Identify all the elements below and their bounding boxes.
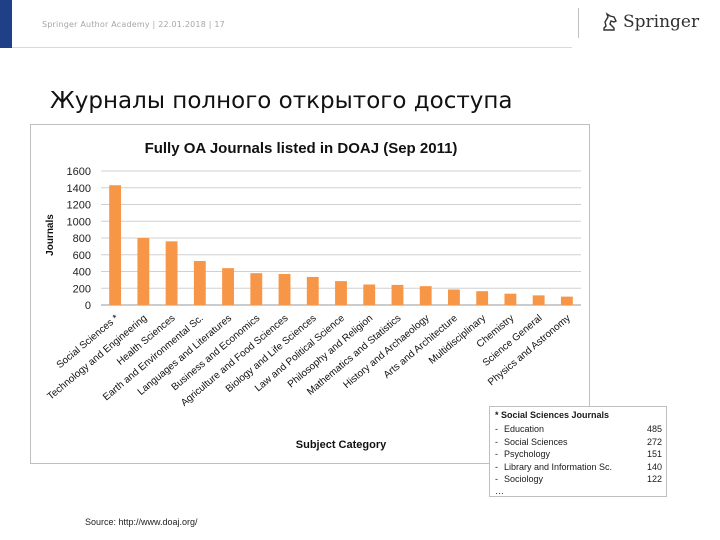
bar xyxy=(335,281,347,305)
legend-item-value: 122 xyxy=(646,474,662,484)
logo-divider xyxy=(578,8,579,38)
y-tick-label: 400 xyxy=(73,267,91,279)
legend-item: - Psychology 151 xyxy=(495,448,662,461)
x-tick-labels: Social Sciences *Technology and Engineer… xyxy=(46,313,573,409)
header-divider xyxy=(12,47,572,48)
bar xyxy=(532,295,545,305)
chart-frame: 0 200 400 600 800 1000 1200 1400 1600 Social Sci… xyxy=(30,124,590,464)
bar xyxy=(306,276,319,305)
bar xyxy=(504,293,517,305)
legend-item-label: - Education xyxy=(495,424,545,434)
bar xyxy=(250,273,263,305)
bar xyxy=(560,296,573,305)
chess-knight-icon xyxy=(603,12,617,31)
y-tick-label: 1400 xyxy=(67,183,91,195)
legend-list: - Education 485- Social Sciences 272- Psychol… xyxy=(495,423,662,486)
legend-more: … xyxy=(495,485,504,496)
bar xyxy=(193,261,206,305)
legend-item: - Library and Information Sc. 140 xyxy=(495,461,662,474)
y-tick-labels: 0 200 400 600 800 1000 1200 1400 1600 xyxy=(67,166,91,312)
header-text: Springer Author Academy | 22.01.2018 | 1… xyxy=(42,20,225,29)
legend-item: - Sociology 122 xyxy=(495,473,662,486)
y-tick-label: 1600 xyxy=(67,166,91,178)
legend-item-label: - Psychology xyxy=(495,449,551,459)
header-accent-bar xyxy=(0,0,12,48)
slide-title: Журналы полного открытого доступа xyxy=(50,88,513,114)
source-note: Source: http://www.doaj.org/ xyxy=(85,517,198,527)
social-sciences-legend: * Social Sciences Journals - Education 485… xyxy=(489,406,667,497)
y-tick-label: 1200 xyxy=(67,200,91,212)
y-tick-label: 200 xyxy=(73,283,91,295)
logo-text: Springer xyxy=(623,12,700,32)
legend-item: - Social Sciences 272 xyxy=(495,436,662,449)
springer-logo: Springer xyxy=(600,12,699,32)
bar xyxy=(109,185,122,305)
grid-lines xyxy=(101,170,581,306)
bar xyxy=(391,284,404,305)
legend-item-label: - Library and Information Sc. xyxy=(495,461,613,472)
bar xyxy=(137,238,150,305)
legend-title: * Social Sciences Journals xyxy=(495,410,610,420)
bar xyxy=(165,241,178,305)
bar xyxy=(363,284,376,305)
bar-chart: 0 200 400 600 800 1000 1200 1400 1600 Social Sci… xyxy=(45,140,581,451)
legend-item-value: 140 xyxy=(646,461,662,472)
bar xyxy=(278,274,291,305)
legend-item-value: 272 xyxy=(646,436,662,447)
legend-item-value: 151 xyxy=(646,449,662,459)
chart-title: Fully OA Journals listed in DOAJ (Sep 20… xyxy=(145,140,458,157)
legend-item: - Education 485 xyxy=(495,423,662,436)
bar xyxy=(476,291,489,305)
legend-item-label: - Social Sciences xyxy=(495,436,568,447)
x-axis-label: Subject Category xyxy=(296,439,387,451)
y-tick-label: 0 xyxy=(85,300,91,312)
y-tick-label: 800 xyxy=(73,233,91,245)
y-axis-label: Journals xyxy=(45,214,56,256)
y-tick-label: 1000 xyxy=(67,216,91,228)
bar xyxy=(222,268,234,305)
legend-item-value: 485 xyxy=(646,424,662,434)
y-tick-label: 600 xyxy=(73,250,91,262)
bars xyxy=(109,185,573,305)
bar xyxy=(448,289,460,305)
legend-item-label: - Sociology xyxy=(495,474,544,484)
bar xyxy=(419,286,432,305)
